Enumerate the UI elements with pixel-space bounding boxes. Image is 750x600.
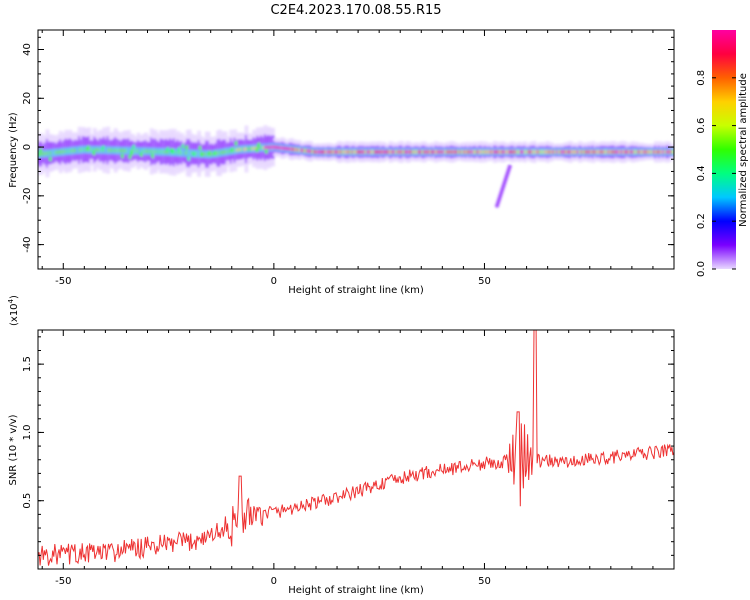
x-tick-label: 50 — [478, 576, 491, 587]
colorbar-tick-label: 0.2 — [696, 213, 707, 229]
x-tick-label: -50 — [55, 576, 71, 587]
secondary-feature-mark — [502, 180, 507, 185]
y-tick-label: -20 — [22, 188, 33, 204]
y-tick-label: -40 — [22, 236, 33, 252]
secondary-feature-mark — [497, 197, 502, 202]
snr-scale-suffix: ) — [9, 295, 20, 299]
y-tick-label: 1.0 — [22, 424, 33, 440]
snr-panel: -50 0 50 0.5 1.0 1.5 Height of straight line … — [7, 295, 675, 596]
secondary-feature-mark — [506, 167, 511, 172]
secondary-feature-mark — [495, 203, 500, 208]
snr-y-label: SNR (10 * v/v) — [8, 414, 19, 485]
secondary-feature-mark — [500, 187, 505, 192]
colorbar-tick-label: 0.0 — [696, 261, 707, 277]
secondary-feature-mark — [498, 193, 503, 198]
snr-scale-exponent: 4 — [7, 298, 15, 303]
heatmap-frame — [37, 29, 675, 270]
x-tick-label: 0 — [271, 576, 277, 587]
snr-plot-area — [38, 330, 674, 569]
colorbar-gradient — [712, 30, 736, 269]
y-tick-label: 0.5 — [22, 493, 33, 509]
snr-x-label: Height of straight line (km) — [288, 585, 424, 596]
secondary-feature-mark — [505, 171, 510, 176]
snr-series-line — [38, 330, 674, 566]
y-tick-label: 1.5 — [22, 356, 33, 372]
secondary-feature-mark — [501, 184, 506, 189]
x-tick-label: 50 — [478, 276, 491, 287]
colorbar: 0.0 0.2 0.4 0.6 0.8 Normalized spectral ampl… — [696, 30, 749, 277]
colorbar-tick-label: 0.6 — [696, 118, 707, 134]
heatmap-x-label: Height of straight line (km) — [288, 285, 424, 296]
secondary-feature-mark — [499, 190, 504, 195]
y-tick-label: 40 — [22, 43, 33, 56]
figure-title: C2E4.2023.170.08.55.R15 — [270, 3, 441, 18]
heatmap-y-label: Frequency (Hz) — [8, 112, 19, 188]
secondary-feature-mark — [504, 174, 509, 179]
snr-scale-prefix: (x10 — [9, 303, 20, 326]
y-tick-label: 20 — [22, 92, 33, 105]
colorbar-tick-label: 0.4 — [696, 165, 707, 181]
snr-scale-label: (x104) — [7, 295, 20, 326]
colorbar-label: Normalized spectral amplitude — [738, 73, 749, 227]
snr-frame — [37, 329, 675, 570]
secondary-feature-mark — [496, 200, 501, 205]
secondary-feature-mark — [503, 177, 508, 182]
y-tick-label: 0 — [22, 144, 33, 150]
heatmap-axes: -50 0 50 -40 -20 0 20 40 — [22, 30, 675, 287]
secondary-feature-mark — [507, 164, 512, 169]
heatmap-panel: -50 0 50 -40 -20 0 20 40 Height of straight lin… — [8, 29, 675, 296]
colorbar-tick-label: 0.8 — [696, 70, 707, 86]
x-tick-label: 0 — [271, 276, 277, 287]
spectrum-core — [671, 149, 674, 154]
x-tick-label: -50 — [55, 276, 71, 287]
colorbar-ticks: 0.0 0.2 0.4 0.6 0.8 — [696, 70, 736, 277]
snr-axes: -50 0 50 0.5 1.0 1.5 — [22, 330, 675, 587]
heatmap-marks — [38, 125, 674, 208]
